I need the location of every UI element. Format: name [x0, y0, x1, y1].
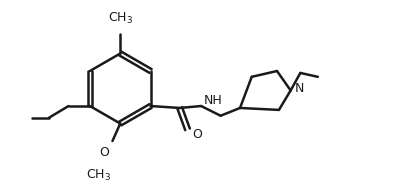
- Text: CH$_3$: CH$_3$: [86, 168, 112, 183]
- Text: NH: NH: [204, 94, 223, 107]
- Text: O: O: [100, 146, 110, 159]
- Text: CH$_3$: CH$_3$: [108, 11, 133, 26]
- Text: O: O: [192, 128, 202, 141]
- Text: N: N: [294, 82, 304, 95]
